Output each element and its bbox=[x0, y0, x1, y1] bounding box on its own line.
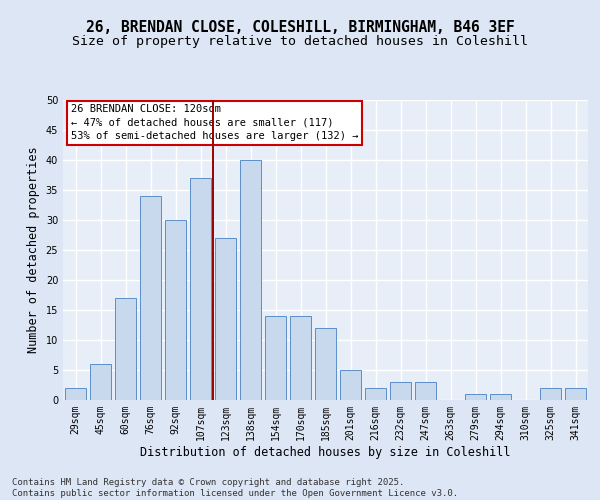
Bar bbox=[90, 364, 111, 400]
Bar bbox=[465, 394, 486, 400]
Text: 26, BRENDAN CLOSE, COLESHILL, BIRMINGHAM, B46 3EF: 26, BRENDAN CLOSE, COLESHILL, BIRMINGHAM… bbox=[86, 20, 514, 35]
Bar bbox=[390, 382, 411, 400]
Bar bbox=[140, 196, 161, 400]
Text: 26 BRENDAN CLOSE: 120sqm
← 47% of detached houses are smaller (117)
53% of semi-: 26 BRENDAN CLOSE: 120sqm ← 47% of detach… bbox=[71, 104, 358, 141]
Bar bbox=[540, 388, 561, 400]
Bar bbox=[315, 328, 336, 400]
Bar bbox=[215, 238, 236, 400]
Text: Size of property relative to detached houses in Coleshill: Size of property relative to detached ho… bbox=[72, 34, 528, 48]
Bar bbox=[490, 394, 511, 400]
Bar bbox=[165, 220, 186, 400]
Bar bbox=[565, 388, 586, 400]
Bar bbox=[240, 160, 261, 400]
Bar bbox=[190, 178, 211, 400]
Bar bbox=[365, 388, 386, 400]
Bar bbox=[340, 370, 361, 400]
Bar bbox=[415, 382, 436, 400]
Y-axis label: Number of detached properties: Number of detached properties bbox=[27, 146, 40, 354]
Text: Contains HM Land Registry data © Crown copyright and database right 2025.
Contai: Contains HM Land Registry data © Crown c… bbox=[12, 478, 458, 498]
Bar bbox=[265, 316, 286, 400]
Bar bbox=[290, 316, 311, 400]
Bar bbox=[65, 388, 86, 400]
Bar bbox=[115, 298, 136, 400]
X-axis label: Distribution of detached houses by size in Coleshill: Distribution of detached houses by size … bbox=[140, 446, 511, 458]
